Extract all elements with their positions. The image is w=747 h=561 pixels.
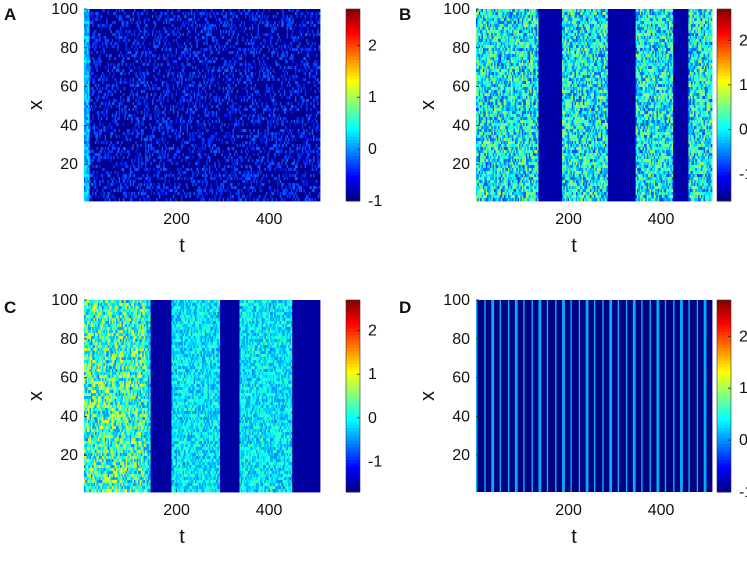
y-tick-label: 60 [60,79,78,96]
x-tick-label: 400 [648,502,675,519]
y-tick-label: 80 [60,331,78,348]
x-tick-label: 200 [163,502,190,519]
colorbar-tick-label: -1 [739,484,747,501]
y-tick-label: 60 [452,79,470,96]
x-axis-label: t [571,235,577,257]
y-axis-label: x [25,391,47,401]
x-axis-label: t [179,526,185,548]
panel-letter: D [399,298,411,317]
panel-d: D 20 40 60 80 100 200 400 t x 2 1 0 -1 [399,292,747,548]
y-tick-label: 80 [452,40,470,57]
colorbar-tick-label: 0 [368,410,377,427]
colorbar-tick-label: 1 [368,366,377,383]
y-tick-label: 100 [443,292,470,309]
colorbar-tick-label: 1 [739,77,747,94]
heatmap-cells [476,300,712,492]
y-tick-label: 40 [452,408,470,425]
y-tick-label: 100 [51,292,78,309]
y-tick-label: 80 [452,331,470,348]
colorbar-tick-label: 2 [739,328,747,345]
panel-letter: A [4,5,16,24]
y-tick-label: 100 [443,1,470,18]
y-tick-label: 20 [452,447,470,464]
y-axis-label: x [417,100,439,110]
colorbar-tick-label: -1 [368,193,382,210]
x-tick-label: 400 [256,211,283,228]
colorbar-tick-label: 0 [739,432,747,449]
panel-b: B 20 40 60 80 100 200 400 t x 2 1 0 -1 [399,1,747,257]
y-tick-label: 40 [60,117,78,134]
colorbar: 2 1 0 -1 [717,300,747,501]
y-tick-label: 40 [60,408,78,425]
y-tick-label: 20 [60,156,78,173]
colorbar-tick-label: -1 [739,166,747,183]
heatmap-cells [84,300,320,492]
colorbar: 2 1 0 -1 [717,9,747,202]
y-tick-label: 40 [452,117,470,134]
y-tick-label: 80 [60,40,78,57]
panel-letter: C [4,298,16,317]
y-axis-label: x [25,100,47,110]
panel-c: C 20 40 60 80 100 200 400 t x 2 1 0 -1 [4,292,382,548]
x-tick-label: 400 [256,502,283,519]
colorbar-tick-label: 1 [739,380,747,397]
colorbar-tick-label: 1 [368,89,377,106]
colorbar-tick-label: 2 [368,37,377,54]
y-tick-label: 60 [60,370,78,387]
y-tick-label: 20 [452,156,470,173]
x-tick-label: 200 [555,502,582,519]
heatmap-cells [84,9,320,201]
colorbar-tick-label: -1 [368,453,382,470]
x-tick-label: 400 [648,211,675,228]
x-axis-label: t [571,526,577,548]
y-axis-label: x [417,391,439,401]
y-tick-label: 20 [60,447,78,464]
colorbar-tick-label: 2 [739,32,747,49]
x-tick-label: 200 [555,211,582,228]
y-tick-label: 60 [452,370,470,387]
heatmap-cells [476,9,712,201]
colorbar-tick-label: 0 [368,141,377,158]
y-tick-label: 100 [51,1,78,18]
x-axis-label: t [179,235,185,257]
x-tick-label: 200 [163,211,190,228]
colorbar: 2 1 0 -1 [346,300,382,493]
panel-letter: B [399,5,411,24]
colorbar-tick-label: 2 [368,323,377,340]
colorbar: 2 1 0 -1 [346,9,382,210]
panel-a: A 20 40 60 80 100 200 400 t x 2 1 0 -1 [4,1,382,257]
colorbar-tick-label: 0 [739,122,747,139]
